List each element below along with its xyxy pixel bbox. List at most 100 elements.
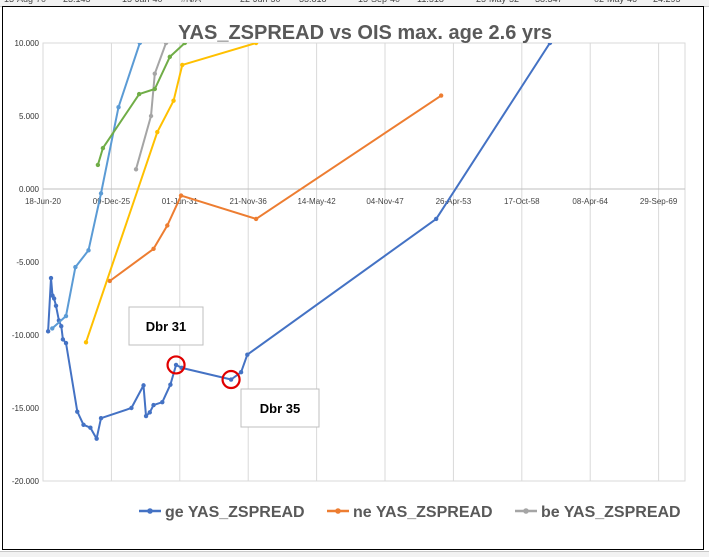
data-point bbox=[48, 275, 54, 281]
data-point bbox=[160, 399, 165, 405]
y-tick-label: -5.000 bbox=[16, 258, 39, 267]
data-point bbox=[81, 422, 86, 427]
x-tick-label: 21-Nov-36 bbox=[230, 197, 268, 206]
x-tick-label: 29-Sep-69 bbox=[640, 197, 678, 206]
legend-label: ge YAS_ZSPREAD bbox=[165, 504, 305, 521]
x-tick-label: 09-Dec-25 bbox=[93, 197, 131, 206]
data-point bbox=[83, 340, 89, 345]
legend-item[interactable]: ge YAS_ZSPREAD bbox=[139, 504, 305, 521]
data-point bbox=[63, 340, 69, 346]
header-cell: 24.295 bbox=[653, 0, 681, 4]
data-point bbox=[148, 113, 154, 119]
data-point bbox=[94, 436, 99, 441]
data-point bbox=[59, 324, 64, 329]
data-point bbox=[167, 54, 172, 60]
data-point bbox=[129, 405, 134, 411]
chart-area[interactable]: 10.000 5.000 0.000 -5.000 -10.000 -15.000 -20.… bbox=[2, 6, 704, 550]
data-point bbox=[63, 313, 69, 319]
y-tick-label: 10.000 bbox=[15, 39, 40, 48]
data-point bbox=[438, 93, 444, 98]
x-tick-label: 18-Jun-20 bbox=[25, 197, 62, 206]
data-point bbox=[547, 43, 553, 46]
data-point bbox=[88, 425, 93, 430]
data-point bbox=[171, 98, 176, 103]
data-point bbox=[50, 326, 55, 331]
data-point bbox=[51, 296, 57, 301]
legend-item[interactable]: ne YAS_ZSPREAD bbox=[327, 504, 493, 521]
data-point bbox=[60, 337, 66, 342]
header-cell: 25-May-52 bbox=[476, 0, 519, 4]
series-4 bbox=[83, 43, 259, 345]
data-point bbox=[98, 191, 104, 196]
annotation-box bbox=[128, 306, 204, 346]
data-point bbox=[86, 248, 91, 253]
series-5 bbox=[50, 43, 142, 331]
data-point bbox=[151, 402, 156, 408]
data-point bbox=[180, 62, 185, 68]
legend-marker bbox=[523, 508, 529, 514]
data-point bbox=[107, 278, 112, 284]
header-cell: 15-Jan-40 bbox=[122, 0, 163, 4]
y-tick-label: -20.000 bbox=[12, 477, 40, 486]
legend-label: be YAS_ZSPREAD bbox=[541, 504, 681, 521]
data-point bbox=[73, 264, 78, 270]
annotation-label: Dbr 31 bbox=[146, 319, 186, 334]
series-1 bbox=[45, 43, 553, 441]
data-point bbox=[116, 105, 121, 110]
x-tick-label: 08-Apr-64 bbox=[572, 197, 608, 206]
plot-area-border bbox=[42, 42, 686, 482]
series-6 bbox=[95, 43, 188, 168]
data-point bbox=[136, 91, 142, 97]
data-point bbox=[151, 246, 156, 252]
header-cell: 35.818 bbox=[299, 0, 327, 4]
data-point bbox=[152, 86, 157, 92]
legend-label: ne YAS_ZSPREAD bbox=[353, 504, 493, 521]
data-point bbox=[137, 43, 142, 46]
x-tick-label: 14-May-42 bbox=[297, 197, 336, 206]
data-point bbox=[178, 193, 184, 198]
data-point bbox=[245, 352, 250, 357]
header-cell: 22-Jun-50 bbox=[240, 0, 281, 4]
data-point bbox=[141, 383, 146, 388]
data-point bbox=[75, 409, 80, 414]
y-tick-label: -15.000 bbox=[12, 404, 40, 413]
annotation-box bbox=[240, 388, 320, 428]
data-point bbox=[228, 377, 234, 382]
header-cell: 02-May-46 bbox=[594, 0, 637, 4]
series-line bbox=[135, 43, 167, 170]
data-point bbox=[253, 43, 259, 46]
header-cell: 38.347 bbox=[535, 0, 563, 4]
data-point bbox=[45, 329, 51, 334]
spreadsheet-footer-row bbox=[0, 551, 709, 557]
header-cell: 15-Sep-40 bbox=[358, 0, 400, 4]
series-2 bbox=[107, 93, 444, 284]
highlight-circle bbox=[166, 355, 186, 375]
series-line bbox=[47, 43, 551, 440]
chart-title: YAS_ZSPREAD vs OIS max. age 2.6 yrs bbox=[178, 22, 552, 44]
y-tick-label: 0.000 bbox=[19, 185, 40, 194]
legend-marker bbox=[335, 508, 341, 514]
y-tick-label: 5.000 bbox=[19, 112, 40, 121]
line-chart: 10.000 5.000 0.000 -5.000 -10.000 -15.000 -20.… bbox=[12, 22, 686, 521]
data-point bbox=[165, 223, 170, 228]
legend-item[interactable]: be YAS_ZSPREAD bbox=[515, 504, 681, 521]
header-cell: 11.518 bbox=[417, 0, 444, 4]
data-point bbox=[155, 129, 160, 135]
series-3 bbox=[133, 43, 169, 172]
series-line bbox=[51, 43, 141, 330]
data-point bbox=[143, 413, 149, 419]
data-point bbox=[182, 43, 188, 46]
highlight-circle bbox=[221, 369, 241, 390]
header-cell: 13-Aug-70 bbox=[4, 0, 46, 4]
y-tick-label: -10.000 bbox=[12, 331, 40, 340]
data-point bbox=[147, 410, 152, 415]
data-point bbox=[98, 416, 104, 421]
annotation-label: Dbr 35 bbox=[260, 401, 300, 416]
data-point bbox=[53, 303, 59, 308]
data-point bbox=[100, 145, 106, 151]
header-cell: #N/A bbox=[181, 0, 201, 4]
series-line bbox=[109, 94, 442, 282]
x-tick-label: 26-Apr-53 bbox=[436, 197, 472, 206]
data-point bbox=[168, 382, 173, 387]
data-point bbox=[253, 216, 259, 222]
